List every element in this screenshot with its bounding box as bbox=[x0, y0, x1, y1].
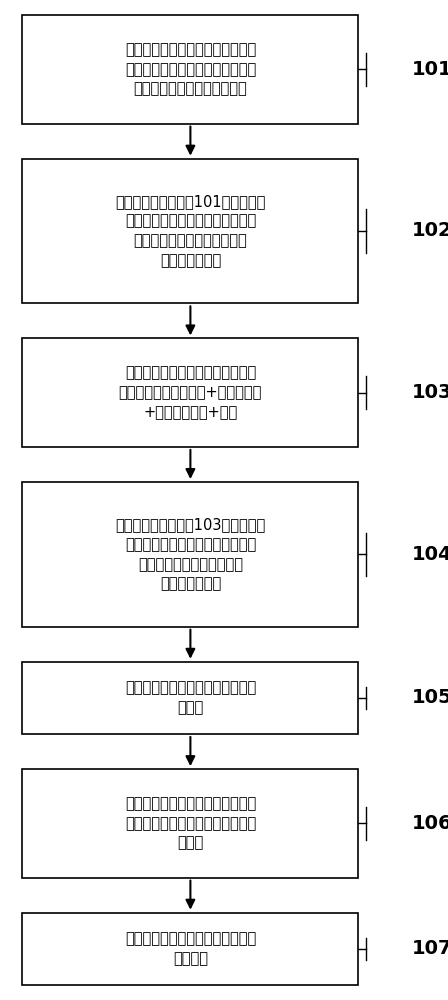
Bar bbox=[22, 769, 358, 878]
Text: 对大角度和小角度的图像进行变形
以及融合: 对大角度和小角度的图像进行变形 以及融合 bbox=[125, 931, 256, 966]
Bar bbox=[22, 913, 358, 985]
Text: 105: 105 bbox=[412, 688, 448, 707]
Text: 对大角度和小角度的射频数据进行
滤波、检波以及压缩处理，得到图
像数据: 对大角度和小角度的射频数据进行 滤波、检波以及压缩处理，得到图 像数据 bbox=[125, 796, 256, 851]
Text: 对大角度和小角度的线数据进行幅
度补偿: 对大角度和小角度的线数据进行幅 度补偿 bbox=[125, 680, 256, 715]
Text: 107: 107 bbox=[412, 939, 448, 958]
Bar bbox=[22, 482, 358, 627]
Text: 通过声学换能器阵列参数以及楔块
参数对大角度范围的焦点按照横波
方式计算发射延时和接收延时: 通过声学换能器阵列参数以及楔块 参数对大角度范围的焦点按照横波 方式计算发射延时… bbox=[125, 42, 256, 97]
Bar bbox=[22, 15, 358, 124]
Text: 101: 101 bbox=[412, 60, 448, 79]
Text: 102: 102 bbox=[412, 221, 448, 240]
Text: 对小角度范围的焦点计算发射延时
和接收延时，包括纵波+横波、横波
+纵波以及纵波+纵波: 对小角度范围的焦点计算发射延时 和接收延时，包括纵波+横波、横波 +纵波以及纵波… bbox=[119, 365, 262, 420]
Text: 106: 106 bbox=[412, 814, 448, 833]
Text: 对大角度范围，按照101的计算结果
进行发射和接收，并进行聚焦波束
形成，得到大角度范围的超声
射频扫描线数据: 对大角度范围，按照101的计算结果 进行发射和接收，并进行聚焦波束 形成，得到大… bbox=[115, 194, 266, 268]
Text: 对小角度范围，按照103计算结果进
行发射和接收，并进行聚焦波束形
成，得到小角度范围的超声
射频扫描线数据: 对小角度范围，按照103计算结果进 行发射和接收，并进行聚焦波束形 成，得到小角… bbox=[115, 517, 266, 592]
Bar bbox=[22, 662, 358, 734]
Text: 104: 104 bbox=[412, 545, 448, 564]
Bar bbox=[22, 159, 358, 303]
Bar bbox=[22, 338, 358, 447]
Text: 103: 103 bbox=[412, 383, 448, 402]
